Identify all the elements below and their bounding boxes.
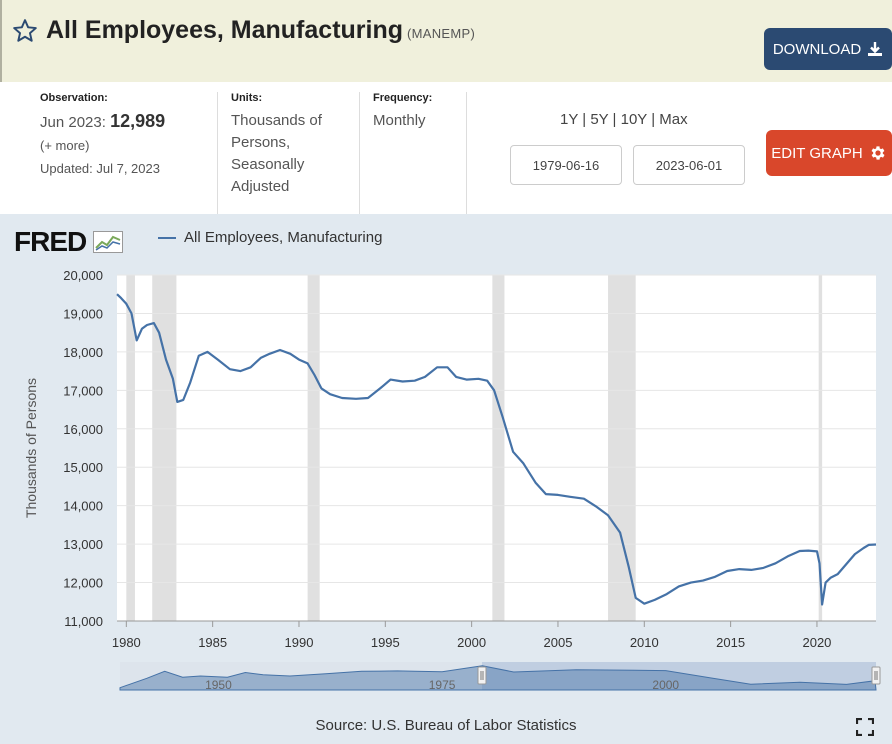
x-tick-label: 2005 bbox=[544, 635, 573, 650]
x-tick-label: 2000 bbox=[457, 635, 486, 650]
y-tick-label: 12,000 bbox=[63, 576, 103, 591]
edit-graph-button[interactable]: EDIT GRAPH bbox=[766, 130, 892, 176]
legend-label: All Employees, Manufacturing bbox=[184, 229, 383, 246]
units-line: Adjusted bbox=[231, 178, 290, 195]
edit-graph-label: EDIT GRAPH bbox=[771, 144, 863, 162]
x-tick-label: 1980 bbox=[112, 635, 141, 650]
observation-block: Observation: Jun 2023: 12,989 (+ more) U… bbox=[40, 92, 165, 180]
series-id: (MANEMP) bbox=[407, 26, 476, 41]
units-line: Seasonally bbox=[231, 156, 305, 173]
separator bbox=[359, 92, 360, 214]
separator bbox=[217, 92, 218, 214]
title-text: All Employees, Manufacturing bbox=[46, 16, 404, 44]
observation-date: Jun 2023: bbox=[40, 114, 106, 131]
navigator-tick-label: 1950 bbox=[205, 678, 232, 692]
observation-line: Jun 2023: 12,989 bbox=[40, 110, 165, 134]
navigator-handle[interactable] bbox=[477, 666, 487, 685]
navigator-tick-label: 2000 bbox=[652, 678, 679, 692]
recession-band bbox=[152, 275, 177, 621]
recession-bands bbox=[126, 275, 823, 621]
recession-band bbox=[492, 275, 505, 621]
navigator-selection[interactable] bbox=[481, 662, 876, 690]
end-date-input[interactable]: 2023-06-01 bbox=[633, 145, 745, 185]
legend-swatch bbox=[158, 236, 176, 239]
download-icon bbox=[868, 42, 883, 56]
separator bbox=[466, 92, 467, 214]
y-tick-label: 17,000 bbox=[63, 383, 103, 398]
navigator-series bbox=[119, 665, 877, 691]
more-link[interactable]: (+ more) bbox=[40, 138, 90, 153]
start-date-input[interactable]: 1979-06-16 bbox=[510, 145, 622, 185]
y-tick-label: 19,000 bbox=[63, 306, 103, 321]
fullscreen-icon[interactable] bbox=[856, 718, 874, 736]
y-axis-ticks: 20,000 19,000 18,000 17,000 16,000 15,000 14,0… bbox=[63, 268, 103, 629]
recession-band bbox=[126, 275, 135, 621]
range-max[interactable]: Max bbox=[659, 111, 688, 128]
y-tick-label: 20,000 bbox=[63, 268, 103, 283]
fred-graph-icon bbox=[93, 231, 124, 253]
gear-icon bbox=[871, 146, 885, 160]
series-line[interactable] bbox=[116, 293, 877, 606]
x-tick-label: 1995 bbox=[371, 635, 400, 650]
recession-band bbox=[307, 275, 320, 621]
range-1y[interactable]: 1Y bbox=[560, 111, 579, 128]
line-chart[interactable]: 20,000 19,000 18,000 17,000 16,000 15,000 14,0… bbox=[0, 214, 892, 714]
frequency-block: Frequency: Monthly bbox=[373, 92, 432, 132]
y-tick-label: 16,000 bbox=[63, 422, 103, 437]
recession-band bbox=[608, 275, 636, 621]
range-links: 1Y | 5Y | 10Y | Max bbox=[560, 111, 688, 128]
source-text: Source: U.S. Bureau of Labor Statistics bbox=[315, 717, 577, 734]
updated-text: Updated: Jul 7, 2023 bbox=[40, 161, 160, 176]
grid-lines bbox=[117, 274, 876, 622]
y-tick-label: 14,000 bbox=[63, 499, 103, 514]
star-icon[interactable] bbox=[12, 18, 38, 44]
fred-logo: FRED bbox=[14, 226, 124, 258]
time-navigator[interactable]: 1950 1975 2000 bbox=[119, 662, 881, 692]
fred-logo-text: FRED bbox=[14, 226, 87, 257]
units-label: Units: bbox=[231, 92, 263, 104]
download-label: DOWNLOAD bbox=[772, 40, 862, 58]
range-5y[interactable]: 5Y bbox=[590, 111, 609, 128]
x-tick-label: 2020 bbox=[802, 635, 831, 650]
navigator-tick-label: 1975 bbox=[429, 678, 456, 692]
x-tick-label: 1985 bbox=[198, 635, 227, 650]
y-tick-label: 15,000 bbox=[63, 460, 103, 475]
y-tick-label: 18,000 bbox=[63, 345, 103, 360]
frequency-value: Monthly bbox=[373, 112, 426, 129]
y-tick-label: 11,000 bbox=[64, 614, 103, 629]
range-10y[interactable]: 10Y bbox=[620, 111, 648, 128]
units-block: Units: Thousands of Persons, Seasonally … bbox=[231, 92, 322, 198]
x-tick-label: 2015 bbox=[716, 635, 745, 650]
x-tick-label: 1990 bbox=[285, 635, 314, 650]
observation-value: 12,989 bbox=[110, 111, 166, 131]
recession-band bbox=[818, 275, 823, 621]
download-button[interactable]: DOWNLOAD bbox=[764, 28, 892, 70]
chart-legend: All Employees, Manufacturing bbox=[158, 229, 382, 246]
x-tick-label: 2010 bbox=[630, 635, 659, 650]
navigator-handle[interactable] bbox=[871, 666, 881, 685]
series-header: All Employees, Manufacturing (MANEMP) bbox=[0, 0, 892, 82]
units-line: Thousands of bbox=[231, 112, 322, 129]
x-axis-ticks: 1980 1985 1990 1995 2000 2005 2010 2015 2020 bbox=[112, 621, 831, 650]
units-line: Persons, bbox=[231, 134, 291, 151]
y-axis-label: Thousands of Persons bbox=[23, 378, 39, 518]
observation-label: Observation: bbox=[40, 92, 108, 104]
frequency-label: Frequency: bbox=[373, 92, 433, 104]
series-title: All Employees, Manufacturing (MANEMP) bbox=[46, 16, 475, 45]
y-tick-label: 13,000 bbox=[63, 537, 103, 552]
